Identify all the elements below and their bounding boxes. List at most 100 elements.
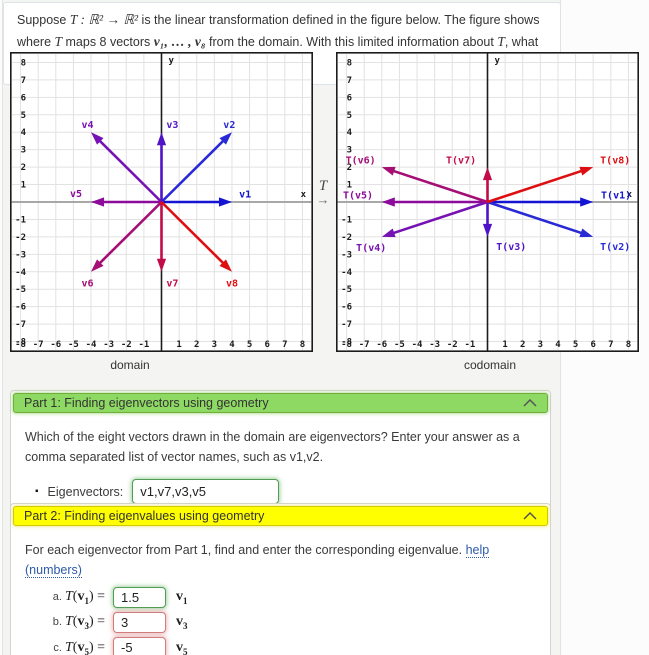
figure-row: -8 -8 -7 -7 -6 -6 -5 -5 -4 -4 -3 -3 -2 -2 -1 -1 1 1 2 2 3 3 4 4… <box>10 52 640 354</box>
vector-symbol-v1: v1 <box>176 589 188 606</box>
math-segment: v₁, … , v₈ <box>153 34 206 50</box>
svg-text:2: 2 <box>194 340 199 350</box>
svg-text:3: 3 <box>347 146 352 156</box>
vector-label-v4: v4 <box>81 120 93 131</box>
vector-symbol-v3: v3 <box>176 614 188 632</box>
row-letter: a. <box>52 591 65 603</box>
svg-text:-3: -3 <box>103 340 114 350</box>
transform-map-indicator: T → <box>310 178 336 207</box>
svg-text:-7: -7 <box>15 320 26 330</box>
eigenvalue-input-v1[interactable] <box>113 586 166 608</box>
svg-text:-3: -3 <box>15 250 26 260</box>
vector-v3: v3 <box>156 120 178 202</box>
vector-label-Tv8: T(v8) <box>600 156 630 167</box>
eigenvalue-rows: a. T(v1) =v1b. T(v3) =v3c. T(v5) =v5d. T… <box>25 586 536 655</box>
text-segment: Suppose <box>17 13 70 27</box>
vector-label-Tv4: T(v4) <box>356 243 386 254</box>
eigenvectors-input[interactable] <box>132 479 280 504</box>
eigenvalue-input-v3[interactable] <box>113 612 166 634</box>
right-arrow-icon: → <box>316 191 330 207</box>
eigenvalue-input-v5[interactable] <box>113 637 166 655</box>
svg-text:-8: -8 <box>15 338 26 348</box>
vector-label-v8: v8 <box>226 279 238 290</box>
svg-text:-8: -8 <box>341 340 352 350</box>
svg-text:-1: -1 <box>464 340 475 350</box>
vector-v1: v1 <box>161 190 251 207</box>
part2-header[interactable]: Part 2: Finding eigenvalues using geomet… <box>13 506 548 526</box>
math-segment: T <box>54 34 63 50</box>
vector-v4: v4 <box>81 120 163 203</box>
domain-graph: -8-8 -7-7-6-6-5-5-4-4-3-3-2-2-1-111223344… <box>10 52 313 352</box>
svg-text:-6: -6 <box>50 340 61 350</box>
svg-text:-7: -7 <box>341 320 352 330</box>
eigenvalue-row: c. T(v5) = v5 <box>37 637 536 655</box>
text-segment: maps 8 vectors <box>62 35 154 50</box>
svg-text:-7: -7 <box>33 340 44 350</box>
svg-text:1: 1 <box>21 181 26 191</box>
vector-Tv2: T(v2) <box>487 200 630 253</box>
svg-text:-8: -8 <box>15 340 26 350</box>
svg-text:2: 2 <box>21 163 26 173</box>
svg-text:6: 6 <box>347 93 352 103</box>
vector-Tv8: T(v8) <box>487 156 630 204</box>
part2-instruction: For each eigenvector from Part 1, find a… <box>25 543 463 557</box>
svg-text:-6: -6 <box>15 303 26 313</box>
svg-text:-4: -4 <box>15 268 26 278</box>
svg-text:-2: -2 <box>15 233 26 243</box>
part1-header[interactable]: Part 1: Finding eigenvectors using geome… <box>13 393 548 413</box>
chevron-up-icon[interactable] <box>523 512 537 520</box>
vector-label-Tv7: T(v7) <box>446 156 476 167</box>
chevron-up-icon[interactable] <box>523 399 537 407</box>
svg-text:-4: -4 <box>341 268 352 278</box>
svg-text:7: 7 <box>347 76 352 86</box>
svg-text:-5: -5 <box>68 340 79 350</box>
eigenvalue-row: b. T(v3) = v3 <box>37 611 536 634</box>
y-axis-label: y <box>169 56 175 66</box>
svg-text:4: 4 <box>347 128 353 138</box>
bullet-icon: ▪ <box>35 485 39 497</box>
svg-text:7: 7 <box>282 340 287 350</box>
vector-symbol-v5: v5 <box>176 639 188 655</box>
part2-section: Part 2: Finding eigenvalues using geomet… <box>10 503 551 655</box>
help-numbers-link[interactable]: help (numbers) <box>25 543 490 578</box>
svg-text:4: 4 <box>555 340 561 350</box>
svg-text:1: 1 <box>347 181 352 191</box>
vector-Tv6: T(v6) <box>346 156 488 204</box>
eigenvalue-row-label: b. T(v3) = <box>37 611 105 633</box>
svg-text:-1: -1 <box>341 215 352 225</box>
svg-text:6: 6 <box>21 93 26 103</box>
eigenvalue-row-label: c. T(v5) = <box>37 637 105 655</box>
svg-text:1: 1 <box>502 340 507 350</box>
math-segment: T : ℝ² → ℝ² <box>69 12 139 27</box>
svg-text:3: 3 <box>538 340 543 350</box>
vector-label-Tv3: T(v3) <box>496 242 526 253</box>
svg-text:-8: -8 <box>341 338 352 348</box>
svg-text:5: 5 <box>573 340 578 350</box>
part2-title: Part 2: Finding eigenvalues using geomet… <box>24 509 265 523</box>
svg-text:-5: -5 <box>15 285 26 295</box>
svg-text:-3: -3 <box>429 340 440 350</box>
svg-text:-5: -5 <box>341 285 352 295</box>
svg-text:2: 2 <box>347 163 352 173</box>
svg-text:8: 8 <box>300 340 305 350</box>
svg-text:4: 4 <box>229 340 235 350</box>
vector-v5: v5 <box>70 189 162 207</box>
vector-label-Tv5: T(v5) <box>343 191 373 202</box>
svg-text:1: 1 <box>176 340 181 350</box>
x-axis-label: x <box>301 190 307 200</box>
vector-label-v6: v6 <box>81 279 93 290</box>
svg-text:-5: -5 <box>394 340 405 350</box>
text-segment: is the linear transformation defined in … <box>17 13 540 50</box>
vector-label-v5: v5 <box>70 189 82 200</box>
svg-text:-2: -2 <box>341 233 352 243</box>
svg-text:8: 8 <box>21 58 26 68</box>
eigenvalue-row: a. T(v1) = v1 <box>37 586 536 608</box>
svg-text:6: 6 <box>590 340 595 350</box>
vector-Tv5: T(v5) <box>343 191 488 207</box>
svg-text:-1: -1 <box>138 340 149 350</box>
svg-text:3: 3 <box>21 146 26 156</box>
svg-text:-7: -7 <box>359 340 370 350</box>
vector-v7: v7 <box>156 202 178 290</box>
math-segment: T <box>497 34 505 50</box>
vector-Tv1: T(v1) <box>487 191 631 207</box>
